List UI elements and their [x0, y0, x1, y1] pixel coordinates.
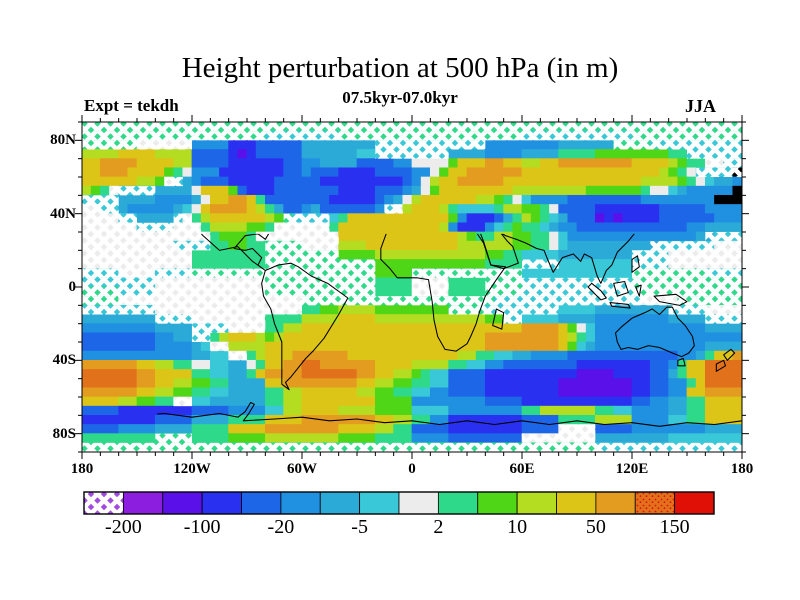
lon-tick-label: 60E — [509, 461, 535, 477]
axis-ticks — [75, 115, 749, 459]
coastlines — [157, 233, 743, 427]
colorbar-tick-label: 150 — [659, 516, 690, 538]
lat-tick-label: 80N — [50, 132, 76, 149]
lon-tick-label: 0 — [408, 461, 416, 477]
lat-tick-label: 40S — [52, 352, 76, 369]
lat-tick-label: 80S — [52, 425, 76, 442]
lon-tick-label: 180 — [730, 461, 754, 477]
lat-tick-label: 40N — [50, 205, 76, 222]
lon-tick-label: 120E — [615, 461, 649, 477]
colorbar-tick-label: 2 — [433, 516, 444, 538]
lon-tick-label: 180 — [70, 461, 94, 477]
page-title: Height perturbation at 500 hPa (in m) — [181, 52, 619, 84]
time-range-subtitle: 07.5kyr-07.0kyr — [342, 88, 458, 107]
colorbar-tick-label: -20 — [267, 516, 295, 538]
colorbar-tick-label: -100 — [183, 516, 221, 538]
lat-tick-label: 0 — [68, 279, 77, 295]
lon-tick-label: 60W — [287, 461, 317, 477]
lon-tick-label: 120W — [173, 461, 211, 477]
colorbar-tick-label: 10 — [507, 516, 528, 538]
colorbar — [83, 491, 715, 515]
season-label: JJA — [685, 96, 716, 116]
colorbar-tick-label: -5 — [351, 516, 368, 538]
experiment-label: Expt = tekdh — [84, 96, 179, 115]
colorbar-tick-label: 50 — [585, 516, 606, 538]
colorbar-tick-label: -200 — [105, 516, 142, 538]
